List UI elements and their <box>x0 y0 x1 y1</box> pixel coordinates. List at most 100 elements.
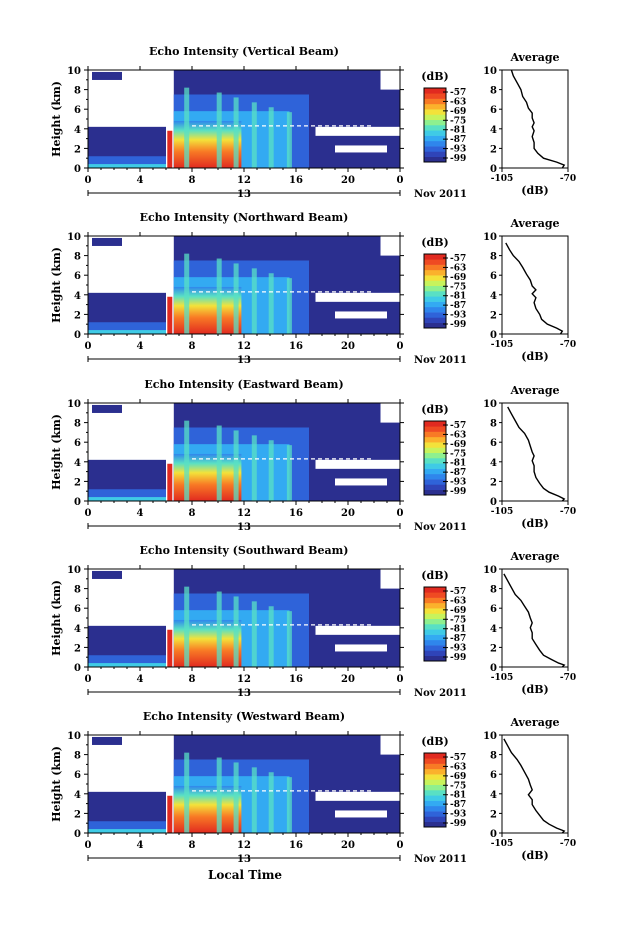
profile-line <box>505 242 564 335</box>
panel-1: Echo Intensity (Northward Beam) 0 2 4 6 8 10 He… <box>50 211 576 366</box>
profile-y-tick-label: 0 <box>490 330 497 341</box>
x-tick-label: 20 <box>341 508 355 519</box>
colorbar-tick-label: -99 <box>450 819 466 829</box>
x-tick-label: 16 <box>289 341 303 352</box>
colorbar-swatch <box>424 426 446 432</box>
heatmap-field <box>88 735 400 833</box>
colorbar-swatch <box>424 618 446 625</box>
colorbar-swatch <box>424 597 446 604</box>
y-tick-label: 4 <box>74 458 81 469</box>
colorbar-swatch <box>424 639 446 646</box>
colorbar-swatch <box>424 259 446 265</box>
colorbar-tick-label: -69 <box>450 606 466 616</box>
profile-y-tick-label: 8 <box>490 252 497 263</box>
y-tick-label: 4 <box>74 624 81 635</box>
x-tick-label: 8 <box>189 508 196 519</box>
colorbar-swatch <box>424 473 446 480</box>
profile-y-tick-label: 6 <box>490 604 497 615</box>
x-tick-label: 12 <box>237 674 251 685</box>
x-tick-label: 20 <box>341 840 355 851</box>
profile-x-tick-label: -105 <box>491 673 514 683</box>
colorbar-tick-label: -93 <box>450 145 466 155</box>
date-month-label: Nov 2011 <box>414 854 467 865</box>
profile-y-tick-label: 8 <box>490 585 497 596</box>
y-tick-label: 4 <box>74 125 81 136</box>
y-tick-label: 2 <box>74 643 81 654</box>
profile-x-label: (dB) <box>521 517 548 530</box>
colorbar-swatch <box>424 774 446 780</box>
heatmap-field <box>88 70 400 168</box>
profile-x-label: (dB) <box>521 683 548 696</box>
profile-y-tick-label: 4 <box>490 125 497 136</box>
colorbar-tick-label: -57 <box>450 421 466 431</box>
profile-y-tick-label: 6 <box>490 438 497 449</box>
colorbar-tick-label: -75 <box>450 615 466 625</box>
profile-x-tick-label: -105 <box>491 839 514 849</box>
profile-x-tick-label: -70 <box>560 174 576 184</box>
colorbar-swatch <box>424 779 446 786</box>
colorbar-swatch <box>424 821 446 828</box>
colorbar-unit: (dB) <box>421 569 448 582</box>
y-tick-label: 10 <box>67 399 81 410</box>
colorbar-swatch <box>424 587 446 593</box>
colorbar-swatch <box>424 280 446 287</box>
panel-title: Echo Intensity (Vertical Beam) <box>149 45 339 58</box>
colorbar-tick-label: -99 <box>450 487 466 497</box>
y-tick-label: 10 <box>67 565 81 576</box>
profile-y-tick-label: 8 <box>490 751 497 762</box>
colorbar-frame <box>423 87 447 163</box>
date-month-label: Nov 2011 <box>414 522 467 533</box>
x-tick-label: 0 <box>85 341 92 352</box>
profile-y-tick-label: 4 <box>490 624 497 635</box>
x-tick-label: 0 <box>85 175 92 186</box>
colorbar-tick-label: -81 <box>450 459 466 469</box>
colorbar-swatch <box>424 103 446 110</box>
colorbar-swatch <box>424 98 446 105</box>
profile-y-tick-label: 6 <box>490 105 497 116</box>
colorbar-swatch <box>424 624 446 630</box>
colorbar-frame <box>423 253 447 329</box>
colorbar-tick-label: -93 <box>450 810 466 820</box>
profile-x-label: (dB) <box>521 350 548 363</box>
panel-title: Echo Intensity (Westward Beam) <box>143 710 345 723</box>
colorbar-tick-label: -81 <box>450 625 466 635</box>
x-tick-label: 0 <box>85 840 92 851</box>
x-tick-label: 16 <box>289 840 303 851</box>
y-tick-label: 6 <box>74 271 81 282</box>
colorbar-tick-label: -75 <box>450 781 466 791</box>
y-tick-label: 0 <box>74 330 81 341</box>
colorbar-swatch <box>424 146 446 152</box>
date-day-label: 13 <box>237 522 251 533</box>
colorbar-swatch <box>424 758 446 764</box>
profile-frame <box>501 734 569 834</box>
x-tick-label: 16 <box>289 508 303 519</box>
colorbar-tick-label: -57 <box>450 254 466 264</box>
colorbar-swatch <box>424 140 446 147</box>
x-tick-label: 4 <box>137 840 144 851</box>
colorbar-tick-label: -57 <box>450 753 466 763</box>
colorbar-swatch <box>424 468 446 475</box>
colorbar-tick-label: -87 <box>450 301 466 311</box>
colorbar-tick-label: -93 <box>450 644 466 654</box>
colorbar-swatch <box>424 634 446 641</box>
colorbar-tick-label: -69 <box>450 273 466 283</box>
colorbar-swatch <box>424 489 446 496</box>
colorbar-swatch <box>424 151 446 158</box>
x-tick-label: 0 <box>397 840 404 851</box>
colorbar-swatch <box>424 790 446 796</box>
colorbar-unit: (dB) <box>421 735 448 748</box>
colorbar-swatch <box>424 301 446 308</box>
panel-2: Echo Intensity (Eastward Beam) 0 2 4 6 8 10 Hei… <box>50 378 576 533</box>
colorbar-swatch <box>424 452 446 459</box>
profile-frame <box>501 402 569 502</box>
colorbar-swatch <box>424 317 446 324</box>
colorbar-swatch <box>424 655 446 662</box>
colorbar-swatch <box>424 312 446 318</box>
profile-title: Average <box>509 217 559 230</box>
profile-y-tick-label: 2 <box>490 477 497 488</box>
profile-y-tick-label: 8 <box>490 419 497 430</box>
profile-y-tick-label: 4 <box>490 458 497 469</box>
profile-x-tick-label: -70 <box>560 839 576 849</box>
colorbar-swatch <box>424 119 446 126</box>
colorbar-swatch <box>424 650 446 657</box>
